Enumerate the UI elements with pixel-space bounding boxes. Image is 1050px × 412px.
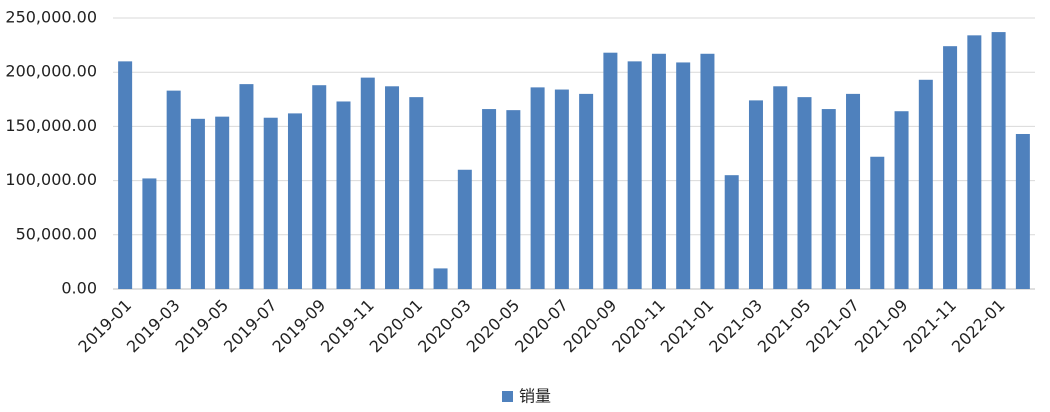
bar — [894, 111, 909, 289]
bar — [166, 90, 181, 290]
bar — [918, 79, 933, 290]
bar — [385, 86, 400, 290]
bar — [190, 118, 205, 289]
bar — [846, 93, 861, 289]
bar — [215, 116, 230, 289]
bar — [943, 46, 958, 290]
bar — [797, 97, 812, 289]
y-tick-label: 50,000.00 — [16, 224, 97, 243]
bar — [748, 100, 763, 289]
y-tick-label: 250,000.00 — [5, 8, 97, 27]
bar — [651, 53, 666, 289]
bar — [482, 109, 497, 289]
bar — [263, 117, 278, 289]
bar — [773, 86, 788, 290]
bar — [118, 61, 133, 289]
bar — [1015, 133, 1030, 289]
y-tick-label: 150,000.00 — [5, 116, 97, 135]
bar — [433, 268, 448, 289]
bar — [603, 52, 618, 289]
y-tick-label: 100,000.00 — [5, 170, 97, 189]
bar — [676, 62, 691, 289]
y-tick-label: 0.00 — [61, 279, 97, 298]
y-tick-label: 200,000.00 — [5, 62, 97, 81]
bar — [336, 101, 351, 289]
bar — [554, 89, 569, 289]
bar — [312, 85, 327, 289]
bar — [821, 109, 836, 289]
legend-swatch — [502, 391, 513, 402]
bar — [287, 113, 302, 289]
bar — [457, 169, 472, 289]
bar — [579, 93, 594, 289]
x-tick-label: 2022-01 — [948, 296, 1009, 357]
bar — [991, 32, 1006, 289]
bar — [700, 53, 715, 289]
bar — [142, 178, 157, 289]
bar — [627, 61, 642, 289]
bar — [239, 84, 254, 290]
bar — [360, 77, 375, 290]
bar — [506, 110, 521, 289]
bar — [870, 156, 885, 289]
bar — [967, 35, 982, 290]
bar — [409, 97, 424, 289]
bar — [530, 87, 545, 289]
legend-label: 销量 — [519, 387, 551, 406]
bar — [724, 175, 739, 289]
